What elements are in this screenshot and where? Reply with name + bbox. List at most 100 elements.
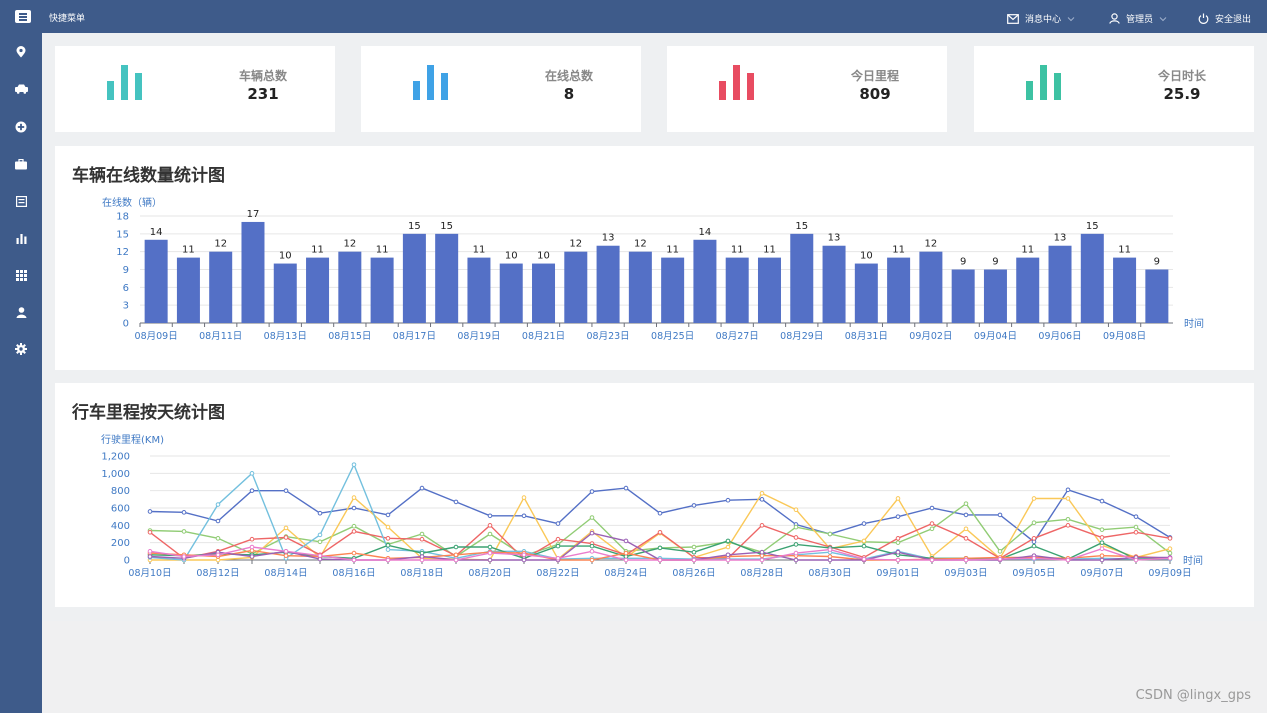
data-point bbox=[657, 557, 663, 563]
x-tick-label: 09月08日 bbox=[1103, 331, 1146, 342]
data-point bbox=[555, 521, 561, 526]
data-point bbox=[1099, 557, 1105, 563]
data-point bbox=[283, 525, 289, 531]
x-tick-label: 09月04日 bbox=[974, 331, 1017, 342]
mileage-chart-panel: 行车里程按天统计图 0 200 400 600 800 1,000 1,200 行驶里程(KM… bbox=[55, 383, 1254, 607]
data-point bbox=[589, 530, 595, 536]
sidebar bbox=[0, 33, 42, 713]
data-point bbox=[997, 549, 1003, 554]
x-tick-label: 08月12日 bbox=[196, 568, 239, 579]
message-center-button[interactable]: 消息中心 bbox=[1007, 12, 1075, 25]
admin-menu-button[interactable]: 管理员 bbox=[1109, 12, 1167, 25]
data-point bbox=[861, 556, 867, 562]
bar bbox=[1145, 269, 1169, 323]
data-point bbox=[487, 544, 493, 550]
bar bbox=[951, 269, 975, 323]
y-tick-label: 12 bbox=[116, 247, 129, 258]
bar-chart-icon[interactable] bbox=[13, 230, 29, 246]
data-point bbox=[385, 536, 391, 541]
bar bbox=[628, 251, 652, 323]
briefcase-icon[interactable] bbox=[13, 156, 29, 172]
data-point bbox=[351, 550, 357, 556]
bar-data-label: 15 bbox=[1086, 221, 1099, 232]
stat-value: 25.9 bbox=[1163, 85, 1201, 103]
data-point bbox=[453, 552, 459, 558]
bar bbox=[887, 257, 911, 323]
mail-icon bbox=[1007, 13, 1019, 24]
x-tick-label: 08月11日 bbox=[199, 331, 242, 342]
plus-circle-icon[interactable] bbox=[13, 119, 29, 135]
location-icon[interactable] bbox=[13, 44, 29, 60]
x-tick-label: 08月19日 bbox=[457, 331, 500, 342]
stat-label: 在线总数 bbox=[544, 69, 593, 83]
data-point bbox=[623, 557, 629, 563]
data-point bbox=[1099, 540, 1105, 545]
data-point bbox=[725, 497, 731, 503]
y-axis-label: 在线数（辆） bbox=[102, 196, 162, 209]
x-tick-label: 08月31日 bbox=[845, 331, 888, 342]
car-icon[interactable] bbox=[13, 81, 29, 97]
x-axis-label: 时间 bbox=[1183, 554, 1203, 567]
data-point bbox=[453, 499, 459, 505]
bar bbox=[499, 263, 523, 323]
menu-toggle-icon[interactable] bbox=[15, 10, 31, 23]
y-axis-label: 行驶里程(KM) bbox=[101, 433, 164, 446]
data-point bbox=[521, 552, 527, 558]
data-point bbox=[317, 510, 323, 516]
gear-icon[interactable] bbox=[13, 341, 29, 357]
data-point bbox=[521, 495, 527, 500]
bar bbox=[467, 257, 491, 323]
bar bbox=[402, 233, 426, 323]
data-point bbox=[1065, 496, 1071, 501]
data-point bbox=[725, 544, 731, 550]
top-bar: 快捷菜单 消息中心 管理员 安全退出 bbox=[0, 0, 1267, 33]
data-point bbox=[623, 550, 629, 556]
data-point bbox=[827, 531, 833, 537]
bar bbox=[306, 257, 330, 323]
bar-data-label: 15 bbox=[408, 221, 421, 232]
data-point bbox=[249, 544, 255, 550]
x-tick-label: 08月18日 bbox=[400, 568, 443, 579]
data-point bbox=[691, 549, 697, 555]
list-icon[interactable] bbox=[13, 193, 29, 209]
bar bbox=[757, 257, 781, 323]
bar-data-label: 12 bbox=[925, 239, 938, 250]
x-tick-label: 08月16日 bbox=[332, 568, 375, 579]
data-point bbox=[929, 557, 935, 563]
x-tick-label: 08月28日 bbox=[740, 568, 783, 579]
data-point bbox=[419, 536, 425, 542]
stat-value: 809 bbox=[859, 85, 891, 103]
data-point bbox=[487, 557, 493, 563]
data-point bbox=[1065, 487, 1071, 493]
bar-data-label: 9 bbox=[1154, 257, 1160, 268]
online-bar-chart: 0 3 6 9 12 15 18 在线数（辆） 时间 14 08月09日 11 12 08月11日 17 10… bbox=[102, 196, 1204, 342]
bar bbox=[725, 257, 749, 323]
user-icon[interactable] bbox=[13, 304, 29, 320]
data-point bbox=[793, 550, 799, 556]
logout-button[interactable]: 安全退出 bbox=[1198, 12, 1251, 25]
bar bbox=[176, 257, 200, 323]
quick-menu-title[interactable]: 快捷菜单 bbox=[49, 14, 86, 24]
data-point bbox=[385, 542, 391, 548]
bar bbox=[596, 245, 620, 323]
bar-chart-icon bbox=[413, 65, 448, 100]
stat-value: 231 bbox=[247, 85, 279, 103]
data-point bbox=[317, 539, 323, 545]
x-tick-label: 08月23日 bbox=[586, 331, 629, 342]
grid-icon[interactable] bbox=[13, 267, 29, 283]
data-point bbox=[623, 538, 629, 544]
bar-data-label: 17 bbox=[247, 209, 260, 220]
stat-card-vehicles: 车辆总数 231 bbox=[55, 46, 335, 132]
data-point bbox=[1099, 546, 1105, 552]
x-tick-label: 08月13日 bbox=[264, 331, 307, 342]
y-tick-label: 6 bbox=[123, 283, 129, 294]
data-point bbox=[1065, 557, 1071, 563]
data-point bbox=[1099, 535, 1105, 540]
data-point bbox=[827, 547, 833, 552]
data-point bbox=[963, 512, 969, 518]
bar-data-label: 13 bbox=[602, 233, 615, 244]
data-point bbox=[487, 513, 493, 519]
bar bbox=[241, 221, 265, 323]
data-point bbox=[691, 503, 697, 508]
x-tick-label: 08月24日 bbox=[604, 568, 647, 579]
